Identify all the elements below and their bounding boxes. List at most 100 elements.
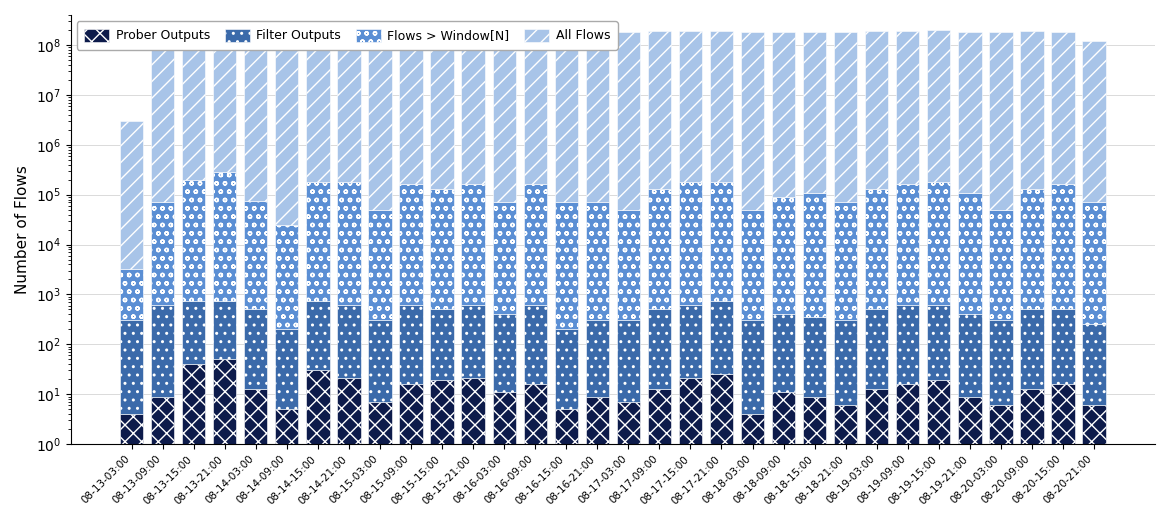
Bar [151,305,174,396]
Bar [1020,189,1044,309]
Bar [461,31,484,184]
Bar [741,414,764,444]
Bar [741,32,764,209]
Bar [803,317,826,396]
Bar [648,189,672,309]
Bar [1052,309,1075,384]
Bar [119,414,143,444]
Bar [648,389,672,444]
Bar [151,32,174,202]
Bar [990,32,1012,209]
Bar [803,193,826,317]
Bar [1052,32,1075,184]
Bar [586,202,608,320]
Bar [617,32,640,209]
Bar [275,410,298,444]
Bar [803,396,826,444]
Bar [958,396,982,444]
Bar [865,189,888,309]
Bar [183,301,205,364]
Bar [307,31,330,182]
Bar [337,378,360,444]
Bar [741,320,764,414]
Bar [865,31,888,189]
Bar [1082,41,1106,202]
Bar [275,329,298,410]
Bar [523,305,546,384]
Y-axis label: Number of Flows: Number of Flows [15,165,30,294]
Bar [586,396,608,444]
Bar [1082,202,1106,324]
Bar [307,370,330,444]
Bar [710,302,734,374]
Bar [151,202,174,305]
Bar [1020,309,1044,389]
Bar [741,209,764,320]
Bar [772,314,796,392]
Bar [245,309,268,389]
Bar [679,182,702,305]
Bar [275,33,298,225]
Bar [431,32,454,189]
Bar [307,301,330,370]
Bar [245,32,268,201]
Bar [337,182,360,305]
Bar [896,31,920,184]
Bar [617,320,640,402]
Bar [834,405,858,444]
Bar [213,30,236,172]
Bar [896,184,920,305]
Bar [119,320,143,414]
Bar [865,309,888,389]
Bar [710,374,734,444]
Bar [990,405,1012,444]
Bar [183,364,205,444]
Bar [245,389,268,444]
Bar [1082,324,1106,405]
Bar [958,193,982,314]
Bar [555,329,578,410]
Bar [927,30,950,182]
Bar [1020,31,1044,189]
Bar [896,384,920,444]
Bar [586,32,608,202]
Bar [772,392,796,444]
Bar [1052,184,1075,309]
Bar [617,209,640,320]
Bar [493,392,516,444]
Bar [399,31,422,184]
Bar [399,305,422,384]
Bar [369,32,392,209]
Bar [493,314,516,392]
Bar [990,209,1012,320]
Bar [648,309,672,389]
Bar [493,202,516,314]
Bar [927,380,950,444]
Bar [679,305,702,378]
Bar [834,202,858,320]
Bar [803,32,826,193]
Legend: Prober Outputs, Filter Outputs, Flows > Window[N], All Flows: Prober Outputs, Filter Outputs, Flows > … [77,21,618,50]
Bar [399,184,422,305]
Bar [213,301,236,359]
Bar [307,182,330,301]
Bar [461,305,484,378]
Bar [679,31,702,182]
Bar [369,402,392,444]
Bar [523,184,546,305]
Bar [1082,405,1106,444]
Bar [648,31,672,189]
Bar [523,31,546,184]
Bar [461,378,484,444]
Bar [119,121,143,268]
Bar [710,182,734,302]
Bar [369,209,392,320]
Bar [1020,389,1044,444]
Bar [555,202,578,329]
Bar [834,32,858,202]
Bar [865,389,888,444]
Bar [183,180,205,301]
Bar [119,268,143,320]
Bar [151,396,174,444]
Bar [337,305,360,378]
